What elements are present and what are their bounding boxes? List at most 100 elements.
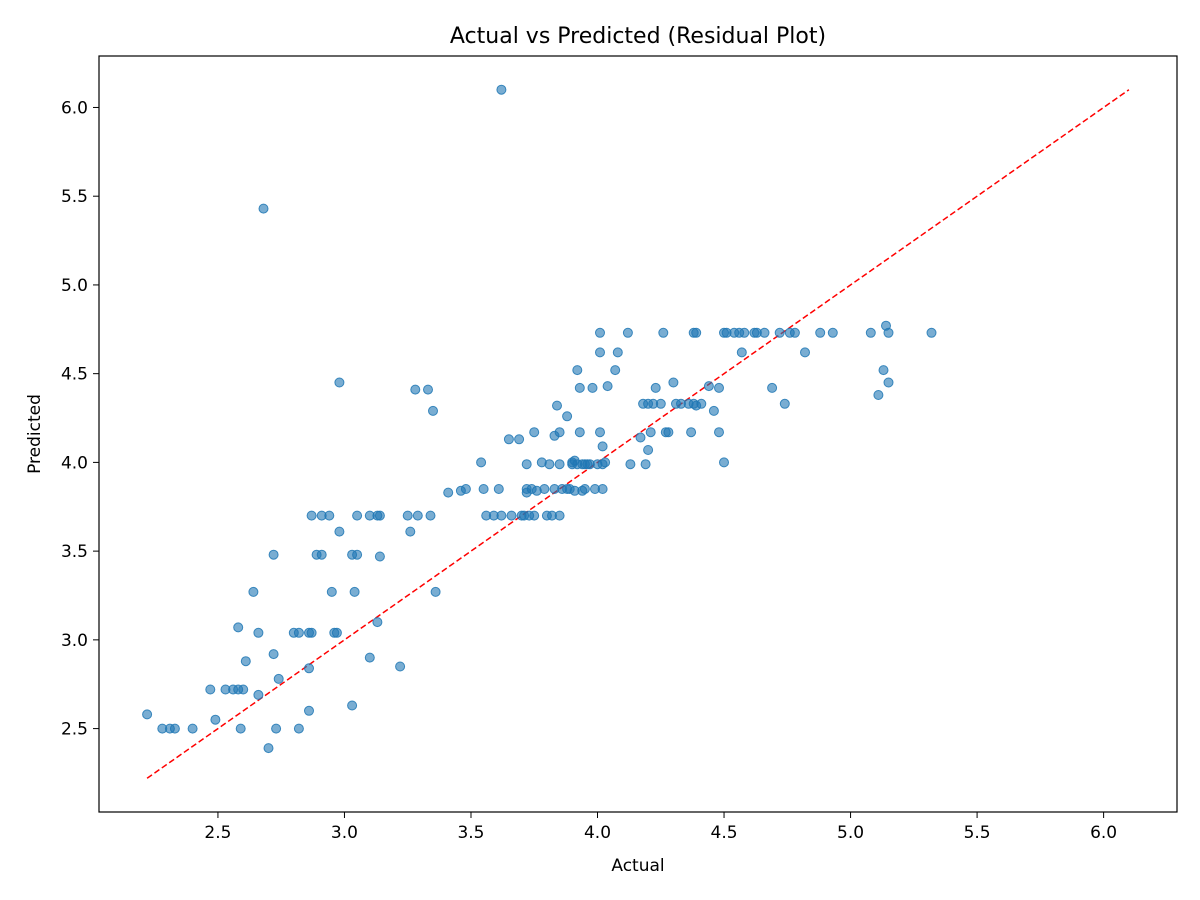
data-point	[331, 627, 342, 638]
data-point	[334, 526, 345, 537]
data-point	[428, 405, 438, 416]
data-point	[595, 327, 605, 338]
data-point	[774, 327, 785, 338]
data-point	[372, 617, 383, 628]
data-point	[460, 484, 471, 494]
data-point	[521, 459, 532, 470]
y-tick-label: 4.0	[61, 453, 88, 473]
data-point	[364, 652, 375, 663]
data-point	[233, 622, 244, 633]
data-point	[668, 377, 679, 388]
data-point	[554, 510, 565, 521]
y-tick-label: 4.5	[61, 365, 88, 385]
data-point	[478, 484, 489, 494]
x-tick-label: 3.5	[457, 823, 484, 843]
data-point	[293, 627, 304, 638]
data-point	[258, 203, 269, 214]
data-point	[273, 673, 284, 684]
x-tick-label: 3.0	[331, 823, 358, 843]
data-point	[878, 365, 889, 376]
data-point	[293, 723, 304, 734]
data-point	[714, 382, 724, 393]
data-point	[476, 457, 487, 468]
data-point	[405, 526, 416, 537]
data-point	[865, 327, 876, 338]
data-point	[759, 327, 770, 338]
data-point	[779, 398, 790, 409]
data-point	[268, 549, 279, 560]
data-point	[595, 427, 605, 438]
data-point	[815, 327, 826, 338]
data-point	[714, 427, 724, 438]
data-point	[169, 723, 180, 734]
data-point	[574, 427, 585, 438]
data-point	[506, 510, 517, 521]
data-point	[205, 684, 216, 695]
data-point	[739, 327, 750, 338]
data-point	[597, 441, 608, 452]
data-point	[602, 381, 613, 392]
data-point	[374, 551, 385, 562]
data-point	[579, 484, 590, 494]
data-point	[443, 487, 454, 498]
data-point	[800, 347, 810, 358]
data-point	[347, 700, 358, 711]
data-point	[410, 384, 421, 395]
data-point	[587, 382, 598, 393]
x-tick-label: 4.0	[584, 823, 611, 843]
y-tick-label: 3.0	[61, 631, 88, 651]
data-point	[306, 627, 317, 638]
y-tick-label: 5.0	[61, 276, 88, 296]
data-point	[253, 627, 264, 638]
data-point	[235, 723, 246, 734]
data-point	[572, 365, 583, 376]
data-point	[423, 384, 433, 395]
data-point	[696, 398, 707, 409]
data-point	[544, 459, 555, 470]
data-point	[574, 382, 585, 393]
data-point	[268, 649, 279, 660]
data-point	[708, 405, 719, 416]
data-point	[334, 377, 345, 388]
data-point	[210, 714, 221, 725]
x-axis-label: Actual	[611, 856, 664, 876]
data-point	[496, 84, 507, 95]
data-point	[663, 427, 674, 438]
data-point	[827, 327, 838, 338]
data-point	[640, 459, 651, 470]
chart-title: Actual vs Predicted (Residual Plot)	[450, 24, 826, 49]
data-point	[691, 327, 702, 338]
x-axis-ticks: 2.5 3.0 3.5 4.0 4.5 5.0 5.5 6.0	[204, 812, 1117, 843]
data-point	[703, 381, 714, 392]
data-point	[552, 400, 562, 411]
y-tick-label: 6.0	[61, 98, 88, 118]
data-point	[263, 743, 274, 754]
x-tick-label: 2.5	[204, 823, 231, 843]
data-point	[562, 411, 573, 422]
data-point	[402, 510, 413, 521]
data-point	[187, 723, 198, 734]
x-tick-label: 6.0	[1090, 823, 1117, 843]
data-point	[597, 484, 608, 494]
data-point	[595, 347, 605, 358]
data-point	[554, 427, 565, 438]
data-point	[248, 586, 259, 597]
data-point	[240, 656, 251, 667]
y-tick-label: 2.5	[61, 720, 88, 740]
data-point	[324, 510, 335, 521]
x-tick-label: 5.0	[837, 823, 864, 843]
data-point	[304, 663, 314, 674]
data-point	[374, 510, 385, 521]
x-tick-label: 5.5	[964, 823, 991, 843]
data-point	[736, 347, 747, 358]
data-point	[514, 434, 525, 445]
data-point	[539, 484, 550, 494]
data-point	[316, 549, 327, 560]
data-point	[352, 510, 363, 521]
data-point	[352, 549, 363, 560]
data-point	[238, 684, 249, 695]
y-axis-label: Predicted	[25, 394, 45, 474]
y-tick-label: 3.5	[61, 542, 88, 562]
data-point	[529, 510, 540, 521]
data-points-layer	[142, 84, 937, 754]
